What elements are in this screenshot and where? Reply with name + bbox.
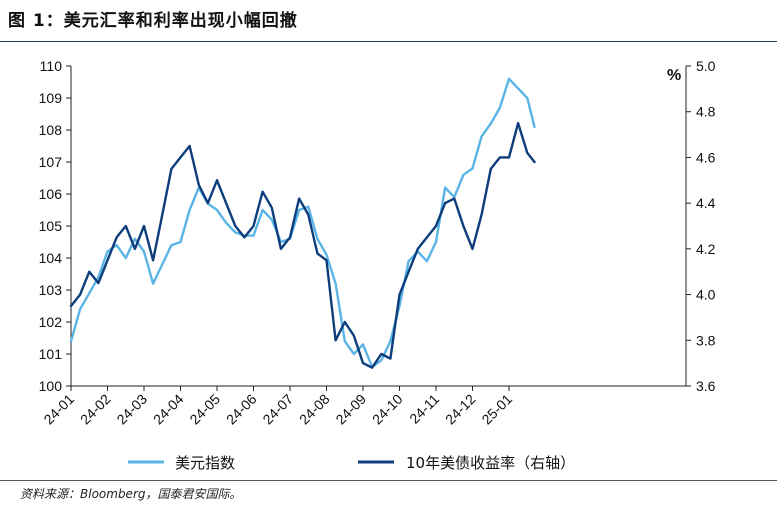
x-tick-label: 24-10 <box>369 391 406 428</box>
y-left-tick-label: 110 <box>40 58 63 74</box>
x-tick-label: 24-04 <box>150 391 187 428</box>
x-tick-label: 24-12 <box>442 391 479 428</box>
y-left-tick-label: 109 <box>39 90 63 106</box>
x-tick-label: 24-06 <box>223 391 260 428</box>
series-line-2 <box>69 121 536 369</box>
x-tick-label: 24-01 <box>40 391 77 428</box>
y-left-tick-label: 106 <box>39 186 63 202</box>
y-left-tick-label: 104 <box>39 250 63 266</box>
series-line-1 <box>69 77 536 368</box>
y-right-tick-label: 3.6 <box>696 378 716 394</box>
unit-label: % <box>667 67 681 84</box>
x-tick-label: 24-02 <box>77 391 114 428</box>
y-right-tick-label: 4.4 <box>696 195 716 211</box>
y-left-tick-label: 103 <box>39 282 63 298</box>
axes: 100 101 102 103 104 105 106 107 108 109 110 3.6 3.8 4… <box>39 58 716 427</box>
y-right-tick-label: 3.8 <box>696 332 716 348</box>
figure-title: 图 1：美元汇率和利率出现小幅回撤 <box>8 11 298 31</box>
x-tick-label: 24-03 <box>113 391 150 428</box>
legend-label-1: 美元指数 <box>175 454 235 472</box>
y-right-tick-label: 4.0 <box>696 287 716 303</box>
y-left-tick-label: 108 <box>39 122 63 138</box>
y-left-tick-label: 101 <box>39 346 63 362</box>
y-right-tick-label: 4.6 <box>696 149 716 165</box>
y-left-tick-label: 107 <box>39 154 63 170</box>
x-tick-label: 24-09 <box>332 391 369 428</box>
y-right-tick-label: 4.8 <box>696 104 716 120</box>
x-tick-label: 24-05 <box>186 391 223 428</box>
y-left-tick-label: 105 <box>39 218 63 234</box>
source-divider <box>0 480 777 481</box>
title-divider <box>0 41 777 42</box>
y-left-tick-label: 100 <box>39 378 63 394</box>
x-tick-label: 24-07 <box>259 391 296 428</box>
legend: 美元指数 10年美债收益率（右轴） <box>128 454 575 472</box>
x-tick-label: 25-01 <box>478 391 515 428</box>
series-layer <box>69 77 536 369</box>
source-note: 资料来源：Bloomberg，国泰君安国际。 <box>20 487 242 501</box>
y-left-tick-label: 102 <box>39 314 63 330</box>
y-right-tick-label: 5.0 <box>696 58 716 74</box>
x-tick-label: 24-11 <box>406 391 442 427</box>
y-right-tick-label: 4.2 <box>696 241 716 257</box>
line-chart: 100 101 102 103 104 105 106 107 108 109 110 3.6 3.8 4… <box>39 58 716 472</box>
legend-label-2: 10年美债收益率（右轴） <box>406 454 575 472</box>
x-tick-label: 24-08 <box>296 391 333 428</box>
